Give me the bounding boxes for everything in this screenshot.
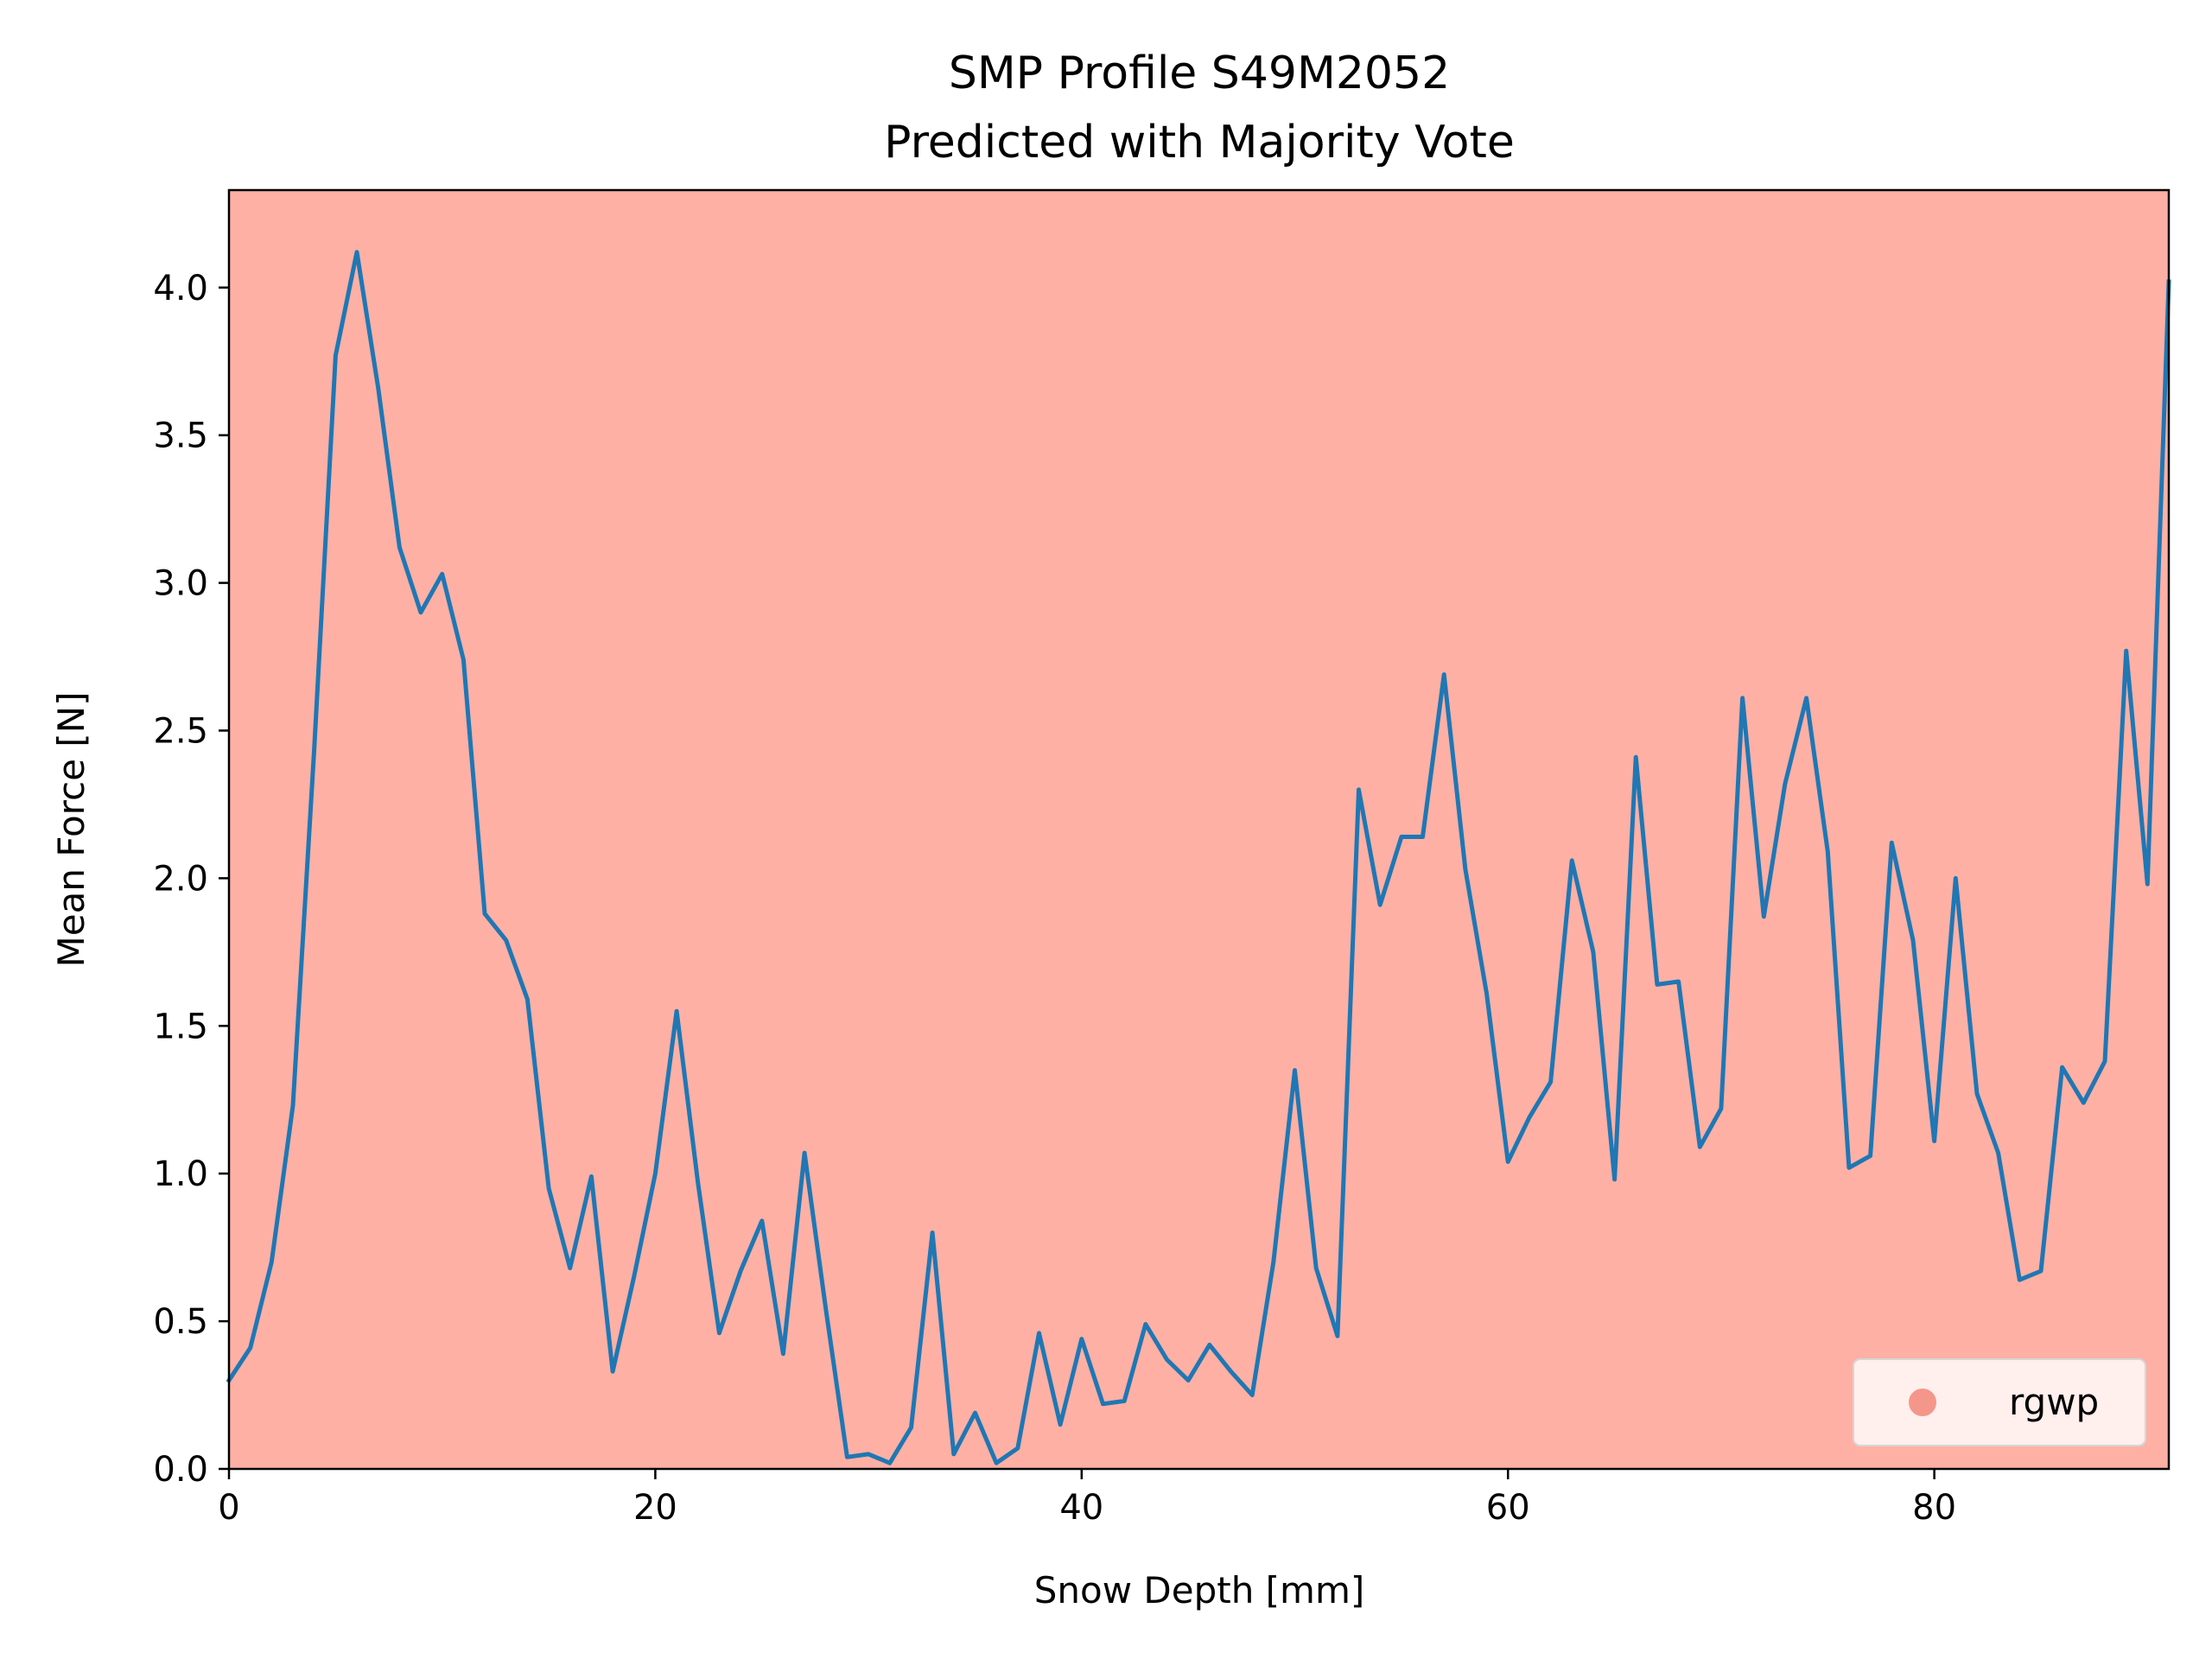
x-tick-label: 80 bbox=[1912, 1488, 1956, 1528]
y-tick-label: 0.0 bbox=[153, 1450, 208, 1490]
series-layer bbox=[226, 250, 2171, 1465]
x-tick-label: 40 bbox=[1059, 1488, 1103, 1528]
y-axis-label: Mean Force [N] bbox=[50, 692, 92, 968]
y-tick-label: 1.5 bbox=[153, 1007, 208, 1046]
chart-title: SMP Profile S49M2052 bbox=[949, 48, 1450, 99]
plot-frame bbox=[227, 188, 2171, 1471]
y-tick-label: 3.5 bbox=[153, 416, 208, 456]
series-line-0 bbox=[226, 250, 2171, 1465]
x-tick-label: 60 bbox=[1486, 1488, 1530, 1528]
x-tick-label: 0 bbox=[218, 1488, 239, 1528]
legend-marker-rgwp bbox=[1909, 1389, 1936, 1416]
y-tick-label: 0.5 bbox=[153, 1302, 208, 1342]
y-tick-label: 1.0 bbox=[153, 1154, 208, 1194]
legend-label-rgwp: rgwp bbox=[2009, 1381, 2099, 1423]
y-tick-label: 4.0 bbox=[153, 269, 208, 308]
x-axis-ticks: 0 20 40 60 80 bbox=[218, 1469, 1956, 1528]
y-axis-ticks: 0.0 0.5 1.0 1.5 2.0 2.5 3.0 3.5 4.0 bbox=[153, 269, 229, 1490]
legend-box bbox=[1853, 1358, 2146, 1446]
x-axis-label: Snow Depth [mm] bbox=[1034, 1569, 1365, 1611]
legend: rgwp bbox=[1853, 1358, 2146, 1446]
x-tick-label: 20 bbox=[633, 1488, 677, 1528]
y-tick-label: 2.5 bbox=[153, 711, 208, 751]
y-tick-label: 2.0 bbox=[153, 859, 208, 899]
plot-background bbox=[229, 190, 2169, 1469]
y-tick-label: 3.0 bbox=[153, 564, 208, 604]
chart-subtitle: Predicted with Majority Vote bbox=[884, 117, 1515, 168]
